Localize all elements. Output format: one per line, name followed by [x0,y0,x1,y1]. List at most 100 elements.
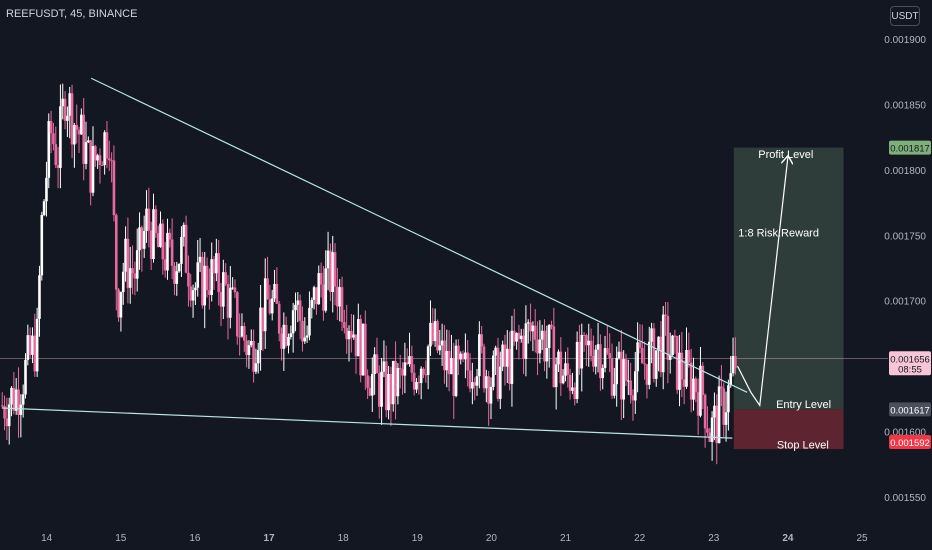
candle-body [734,355,737,369]
price-badge-profit-value: 0.001817 [890,144,930,155]
candle-body [270,298,274,314]
candle-body [75,125,79,130]
currency-button[interactable]: USDT [890,6,920,26]
candle-body [596,344,600,350]
candle-body [366,375,369,388]
candle-body [650,328,653,342]
candle-body [89,140,92,193]
candle-body [14,389,18,411]
candle-body [617,351,621,359]
candle-body [301,320,304,342]
candle-body [238,336,241,338]
candle-body [252,341,255,372]
candle-body [231,287,234,289]
candle-body [261,307,265,332]
candle-body [424,374,428,376]
candle-body [112,160,116,216]
candle-body [652,328,656,379]
candle-body [731,355,735,374]
candle-body [73,125,76,145]
candle-body [657,336,660,351]
trendline-upper [90,77,748,393]
candle-body [338,287,342,307]
x-tick-label: 23 [708,533,720,544]
candle-body [128,268,132,288]
candle-body [33,335,37,372]
candle-body [101,165,104,167]
candle-body [687,350,691,363]
x-tick-label: 24 [782,533,794,544]
candle-body [126,238,130,288]
candle-body [631,395,635,401]
candle-body [580,334,584,369]
candle-body [66,115,69,121]
candle-body [333,252,337,287]
y-tick-label: 0.001900 [884,35,926,46]
candle-body [68,93,72,116]
candle-body [375,354,379,374]
candle-body [275,283,279,304]
candle-body [94,146,97,161]
candle-body [21,394,25,405]
candle-body [198,256,202,263]
candle-body [675,336,679,390]
candle-body [573,387,577,399]
candle-body [440,340,444,346]
candle-body [17,389,20,415]
candle-body [678,352,681,390]
candle-body [121,271,125,293]
candle-body [694,378,698,393]
candle-body [131,268,134,274]
candle-body [568,374,572,391]
candle-body [482,346,486,389]
candle-body [235,292,239,337]
candle-body [729,373,733,386]
candle-body [664,314,667,317]
candle-body [249,341,253,346]
candle-body [229,287,232,318]
candle-body [103,132,106,166]
candle-body [373,354,376,375]
price-badge-entry [889,402,931,417]
x-tick-label: 25 [856,533,868,544]
x-tick-label: 17 [264,533,276,544]
candle-body [308,307,311,336]
candle-body [589,340,593,357]
candle-body [19,404,23,415]
candle-body [10,387,13,405]
candle-body [654,350,658,379]
candle-body [417,382,421,384]
candle-body [680,352,684,380]
candle-body [196,262,200,288]
candle-body [592,356,595,367]
candle-body [45,177,48,202]
candle-body [147,208,151,231]
candle-body [661,314,665,373]
candle-body [208,290,211,295]
x-tick-label: 16 [189,533,201,544]
candle-body [154,209,158,234]
candle-body [419,368,423,384]
candle-body [184,224,188,273]
candle-body [0,405,4,407]
candle-body [394,360,397,397]
candle-body [571,387,574,391]
candle-body [3,405,6,419]
candle-body [429,322,432,347]
candle-body [187,272,190,287]
candle-body [96,155,99,161]
candle-body [168,232,172,240]
candle-body [303,337,307,342]
candle-body [468,370,472,389]
candle-body [671,335,674,356]
candle-body [359,319,362,376]
candle-body [268,299,272,314]
candle-body [552,326,556,388]
candle-body [405,362,409,365]
candle-body [384,361,388,411]
candle-body [613,384,616,396]
candle-body [445,350,449,371]
stop-zone [733,409,844,450]
